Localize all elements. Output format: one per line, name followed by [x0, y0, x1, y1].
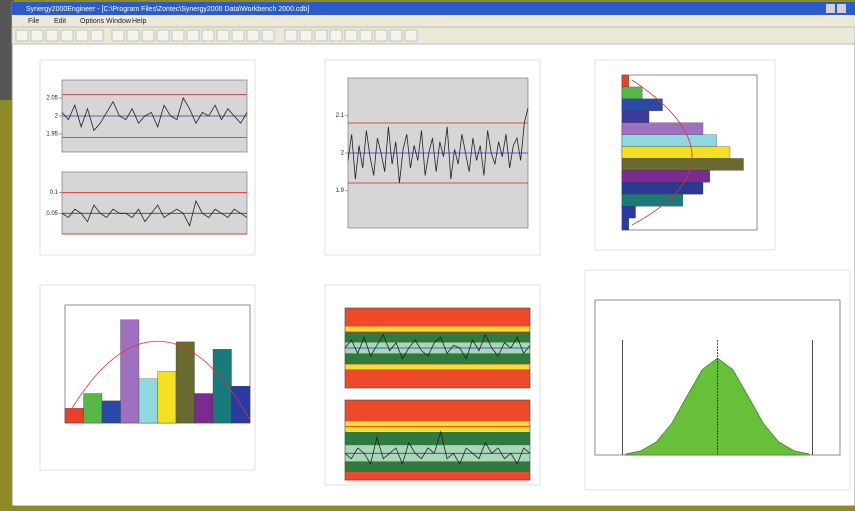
data-line — [61, 199, 248, 227]
data-line — [344, 430, 531, 466]
zone — [345, 400, 530, 422]
zone — [345, 332, 530, 343]
maximize-button[interactable] — [826, 4, 835, 13]
data-line — [344, 333, 531, 360]
zone — [345, 326, 530, 332]
bar — [621, 122, 704, 135]
zone — [345, 472, 530, 480]
bar — [120, 319, 140, 424]
bar — [621, 206, 636, 219]
toolbar-button[interactable] — [75, 29, 89, 42]
bar — [621, 134, 717, 147]
toolbar-button[interactable] — [141, 29, 155, 42]
toolbar-button[interactable] — [359, 29, 373, 42]
y-tick-label: 0.05 — [46, 211, 58, 217]
menu-item[interactable]: Help — [132, 18, 147, 25]
y-tick-label: 2 — [55, 114, 59, 120]
toolbar-button[interactable] — [261, 29, 275, 42]
toolbar-button[interactable] — [231, 29, 245, 42]
toolbar-button[interactable] — [216, 29, 230, 42]
bar — [621, 86, 643, 99]
toolbar-button[interactable] — [60, 29, 74, 42]
y-tick-label: 0.1 — [50, 190, 59, 196]
toolbar-button[interactable] — [374, 29, 388, 42]
report-panel — [39, 59, 256, 256]
toolbar-button[interactable] — [201, 29, 215, 42]
data-line — [347, 107, 529, 184]
report-panel — [39, 284, 256, 471]
toolbar-button[interactable] — [15, 29, 29, 42]
bar — [194, 393, 214, 424]
toolbar-button[interactable] — [404, 29, 418, 42]
zone — [345, 308, 530, 327]
toolbar-button[interactable] — [171, 29, 185, 42]
menu-item[interactable]: Window — [106, 18, 132, 25]
toolbar-button[interactable] — [389, 29, 403, 42]
window-title: Synergy2000Engineer - [C:\Program Files\… — [26, 6, 309, 13]
bar — [101, 400, 121, 424]
zone — [345, 461, 530, 472]
y-tick-label: 2 — [341, 151, 345, 157]
bar — [621, 158, 744, 171]
toolbar-button[interactable] — [344, 29, 358, 42]
toolbar-button[interactable] — [45, 29, 59, 42]
toolbar-button[interactable] — [299, 29, 313, 42]
bar — [83, 393, 103, 424]
toolbar-button[interactable] — [156, 29, 170, 42]
desktop-window — [0, 0, 14, 100]
toolbar-button[interactable] — [329, 29, 343, 42]
toolbar-button[interactable] — [284, 29, 298, 42]
fit-curve — [631, 79, 693, 226]
menu-item[interactable]: Edit — [54, 18, 66, 25]
bar — [621, 194, 683, 207]
bar — [621, 74, 629, 88]
bar — [212, 349, 232, 424]
menu-bar — [12, 15, 855, 27]
toolbar-button[interactable] — [314, 29, 328, 42]
bar — [138, 378, 158, 424]
toolbar-button[interactable] — [246, 29, 260, 42]
fit-curve — [64, 340, 251, 421]
toolbar-button[interactable] — [30, 29, 44, 42]
zone — [345, 364, 530, 370]
bar — [175, 341, 195, 424]
toolbar-button[interactable] — [186, 29, 200, 42]
zone — [345, 369, 530, 388]
bar — [621, 110, 650, 123]
report-panel — [594, 59, 776, 251]
zone — [345, 353, 530, 364]
bar — [621, 182, 704, 195]
bar — [621, 217, 629, 231]
bar — [621, 146, 731, 159]
report-panel — [584, 269, 851, 491]
y-tick-label: 2.05 — [46, 96, 58, 102]
menu-item[interactable]: Options — [80, 18, 105, 25]
report-panel — [324, 284, 541, 486]
menu-item[interactable]: File — [28, 18, 39, 25]
y-tick-label: 1.95 — [46, 132, 58, 138]
toolbar-button[interactable] — [126, 29, 140, 42]
plot-area — [61, 171, 248, 235]
bar — [621, 170, 710, 183]
data-line — [61, 97, 248, 132]
y-tick-label: 1.9 — [336, 188, 345, 194]
y-tick-label: 2.1 — [336, 113, 345, 119]
report-panel — [324, 59, 541, 256]
toolbar-button[interactable] — [90, 29, 104, 42]
bar — [621, 98, 663, 111]
bar — [157, 371, 177, 424]
close-button[interactable] — [837, 4, 846, 13]
zone — [345, 432, 530, 446]
title-bar — [12, 2, 855, 15]
toolbar-button[interactable] — [111, 29, 125, 42]
